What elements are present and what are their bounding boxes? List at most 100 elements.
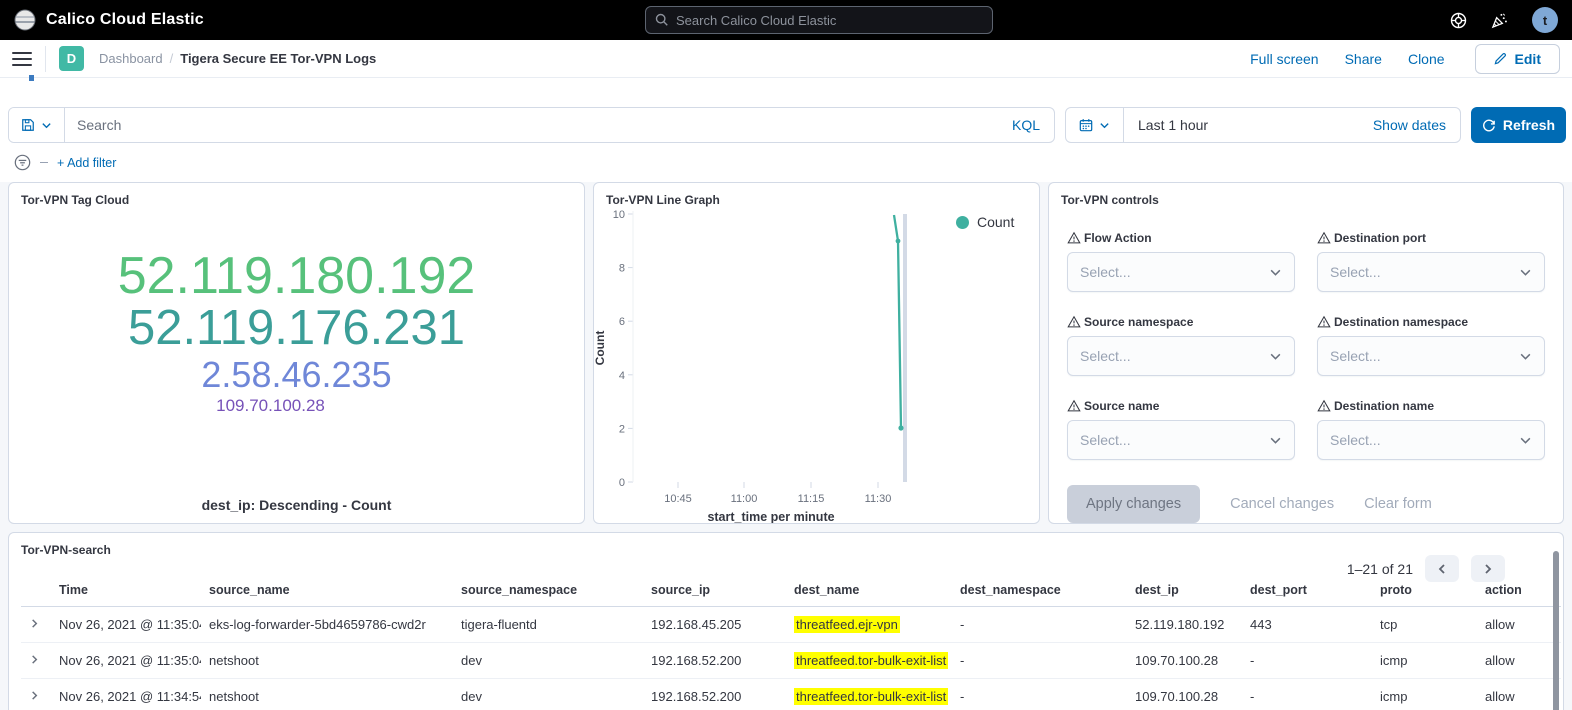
dashboard-app-badge[interactable]: D [59,46,84,71]
filter-icon[interactable] [14,154,31,171]
date-quick-menu-button[interactable] [1066,108,1124,142]
warning-icon [1067,231,1081,245]
user-avatar[interactable]: t [1532,7,1558,33]
prev-page-button[interactable] [1425,555,1459,582]
destination-namespace-select[interactable]: Select... [1317,336,1545,376]
cell-action: allow [1477,678,1561,710]
pagination: 1–21 of 21 [1347,555,1505,582]
chevron-down-icon [1519,434,1532,447]
line-chart: 10 8 6 4 2 0 10:45 11:00 11:15 11:30 [594,209,907,524]
warning-icon [1317,399,1331,413]
panel-title: Tor-VPN-search [21,543,111,557]
cell-dest-name: threatfeed.ejr-vpn [786,606,952,643]
expand-row-icon[interactable] [21,642,51,679]
top-app-bar: Calico Cloud Elastic t [0,0,1572,40]
cell-dest-ip: 109.70.100.28 [1127,642,1242,679]
table-row: Nov 26, 2021 @ 11:35:04.000 eks-log-forw… [21,606,1561,643]
menu-icon[interactable] [12,50,32,68]
legend-count[interactable]: Count [956,214,1014,230]
warning-icon [1067,315,1081,329]
calendar-icon [1079,118,1093,132]
global-search[interactable] [645,6,993,34]
destination-port-select[interactable]: Select... [1317,252,1545,292]
tag-cloud-word[interactable]: 52.119.176.231 [128,301,465,356]
col-dest-ip: dest_ip [1127,575,1242,607]
show-dates-button[interactable]: Show dates [1372,117,1446,133]
focus-tick [29,75,34,81]
destination-name-select[interactable]: Select... [1317,420,1545,460]
next-page-icon [1485,563,1492,574]
saved-query-menu-button[interactable] [9,108,65,142]
prev-page-icon [1438,563,1445,574]
table-row: Nov 26, 2021 @ 11:35:04.000 netshoot dev… [21,642,1561,679]
source-namespace-select[interactable]: Select... [1067,336,1295,376]
cell-dest-name: threatfeed.tor-bulk-exit-list [786,642,952,679]
svg-text:6: 6 [619,316,625,328]
cell-dest-port: 443 [1242,606,1372,643]
chevron-down-icon [1269,350,1282,363]
share-link[interactable]: Share [1344,50,1382,67]
edit-button[interactable]: Edit [1474,43,1560,74]
time-picker: Last 1 hour Show dates [1065,107,1461,143]
svg-text:10:45: 10:45 [664,493,692,505]
search-input[interactable] [65,117,998,133]
warning-icon [1317,315,1331,329]
col-dest-port: dest_port [1242,575,1372,607]
expand-row-icon[interactable] [21,606,51,643]
search-results-table: Time source_name source_namespace source… [21,575,1561,710]
col-dest-namespace: dest_namespace [952,575,1127,607]
save-query-icon [21,118,35,132]
tag-cloud: 52.119.180.192 52.119.176.231 2.58.46.23… [9,249,584,415]
expand-row-icon[interactable] [21,678,51,710]
dashboard-grid: Tor-VPN Tag Cloud 52.119.180.192 52.119.… [0,182,1572,710]
help-icon[interactable] [1450,12,1467,29]
cell-source-namespace: dev [453,678,643,710]
cancel-changes-button[interactable]: Cancel changes [1230,496,1335,512]
query-language-button[interactable]: KQL [1011,117,1040,133]
source-name-select[interactable]: Select... [1067,420,1295,460]
breadcrumb-separator: / [169,51,174,66]
panel-search-table: Tor-VPN-search 1–21 of 21 Time source_na… [8,532,1564,710]
tag-cloud-word[interactable]: 52.119.180.192 [117,247,476,305]
news-icon[interactable] [1491,12,1508,29]
x-axis-label: start_time per minute [707,510,834,524]
time-range-value[interactable]: Last 1 hour [1138,117,1209,133]
col-source-ip: source_ip [643,575,786,607]
tag-cloud-word[interactable]: 2.58.46.235 [201,354,392,396]
cell-time: Nov 26, 2021 @ 11:34:54.000 [51,678,201,710]
warning-icon [1067,399,1081,413]
y-axis-label: Count [594,331,607,366]
breadcrumb-dashboard[interactable]: Dashboard [99,51,163,66]
chevron-down-icon [1269,434,1282,447]
cell-source-name: netshoot [201,642,453,679]
clone-link[interactable]: Clone [1407,50,1445,67]
table-scrollbar[interactable] [1553,551,1559,710]
cell-source-ip: 192.168.52.200 [643,678,786,710]
full-screen-link[interactable]: Full screen [1250,50,1319,67]
flow-action-select[interactable]: Select... [1067,252,1295,292]
control-field-source-name: Source name Select... [1067,399,1295,460]
cell-dest-namespace: - [952,606,1127,643]
clear-form-button[interactable]: Clear form [1364,496,1432,512]
chevron-down-icon [1099,120,1110,131]
add-filter-button[interactable]: + Add filter [57,155,117,170]
chevron-down-icon [1519,350,1532,363]
tag-cloud-caption: dest_ip: Descending - Count [201,497,392,513]
cell-proto: icmp [1372,642,1477,679]
cell-dest-ip: 52.119.180.192 [1127,606,1242,643]
next-page-button[interactable] [1471,555,1505,582]
control-field-destination-port: Destination port Select... [1317,231,1545,292]
cell-source-namespace: dev [453,642,643,679]
cell-proto: icmp [1372,678,1477,710]
refresh-button[interactable]: Refresh [1471,107,1566,143]
cell-source-name: netshoot [201,678,453,710]
search-icon [655,13,669,27]
edit-icon [1494,52,1507,65]
cell-source-ip: 192.168.45.205 [643,606,786,643]
apply-changes-button[interactable]: Apply changes [1067,485,1201,523]
highlighted-value: threatfeed.tor-bulk-exit-list [794,688,949,705]
tag-cloud-word[interactable]: 109.70.100.28 [216,396,325,416]
global-search-input[interactable] [676,12,983,28]
panel-title: Tor-VPN controls [1061,193,1159,207]
dashboard-header-bar: D Dashboard / Tigera Secure EE Tor-VPN L… [0,40,1572,78]
